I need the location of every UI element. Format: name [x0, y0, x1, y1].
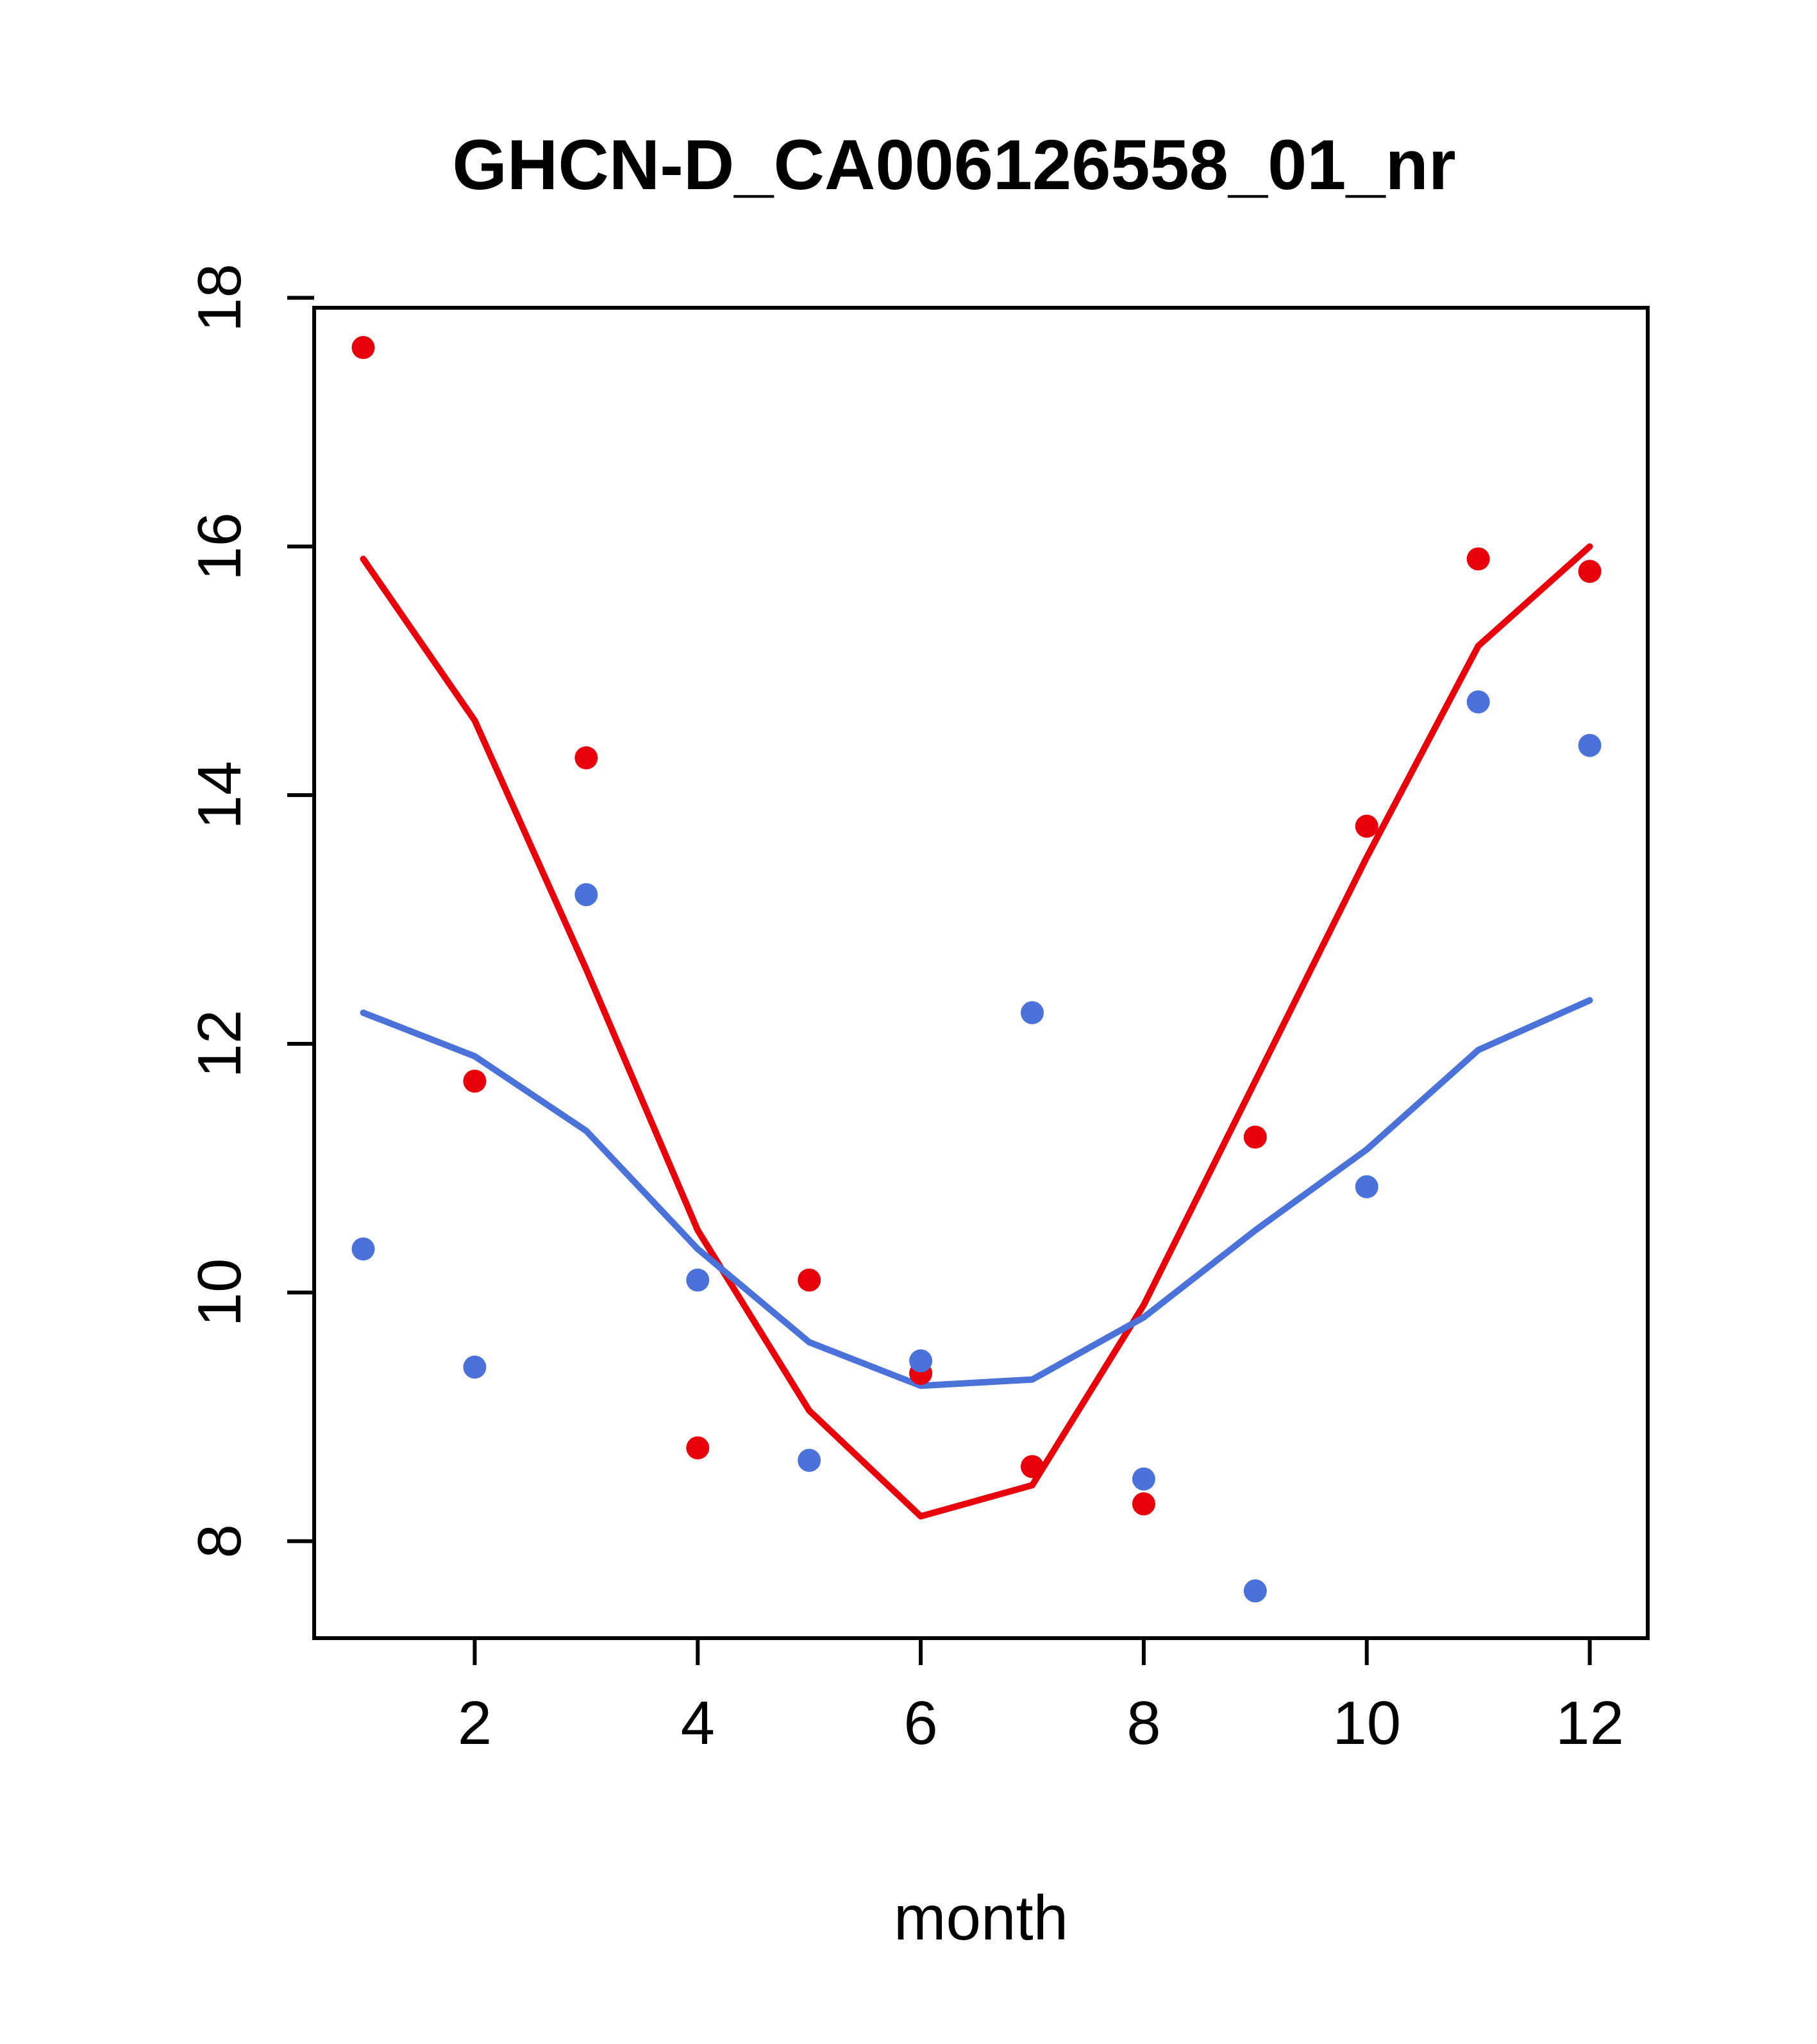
y-axis-tick-label: 18	[185, 264, 254, 332]
y-axis-tick-label: 16	[185, 512, 254, 581]
fit-line-red	[360, 543, 1593, 1520]
data-point-red	[798, 1268, 821, 1292]
data-point-red	[1466, 547, 1490, 571]
data-point-blue	[798, 1448, 821, 1472]
data-point-red	[686, 1436, 710, 1460]
chart-title: GHCN-D_CA006126558_01_nr	[452, 126, 1455, 205]
y-axis-tick-label: 12	[185, 1010, 254, 1078]
data-point-red	[1243, 1125, 1267, 1149]
x-axis-label: month	[894, 1882, 1068, 1953]
data-point-blue	[1243, 1579, 1267, 1603]
y-axis-tick-label: 8	[185, 1524, 254, 1558]
data-point-red	[1132, 1492, 1155, 1516]
data-point-blue	[1355, 1175, 1378, 1199]
data-point-red	[1355, 814, 1378, 838]
data-point-red	[1578, 560, 1602, 583]
fit-line-blue	[360, 997, 1593, 1389]
data-point-blue	[1578, 733, 1602, 757]
data-point-red	[1021, 1455, 1044, 1479]
x-axis-tick-label: 12	[1555, 1689, 1624, 1757]
plot-box	[312, 306, 1650, 1640]
data-point-blue	[1021, 1001, 1044, 1025]
data-point-red	[463, 1069, 487, 1093]
data-series	[351, 336, 1602, 1603]
data-point-blue	[351, 1237, 375, 1261]
x-axis-tick-label: 6	[903, 1689, 937, 1757]
x-axis-tick-label: 4	[681, 1689, 715, 1757]
x-axis-tick-label: 2	[458, 1689, 492, 1757]
data-point-blue	[574, 883, 598, 907]
data-point-red	[351, 336, 375, 360]
y-axis-tick-label: 14	[185, 761, 254, 830]
x-axis-tick-label: 10	[1332, 1689, 1401, 1757]
data-point-blue	[1466, 690, 1490, 714]
data-point-blue	[463, 1355, 487, 1379]
data-point-blue	[909, 1349, 933, 1373]
data-point-blue	[1132, 1467, 1155, 1491]
y-axis-tick-label: 10	[185, 1258, 254, 1327]
data-point-blue	[686, 1268, 710, 1292]
axes: 2 4 6 8 10 12 8 10 12 14 16 18	[185, 264, 1650, 1757]
x-axis-tick-label: 8	[1126, 1689, 1160, 1757]
data-point-red	[574, 746, 598, 770]
